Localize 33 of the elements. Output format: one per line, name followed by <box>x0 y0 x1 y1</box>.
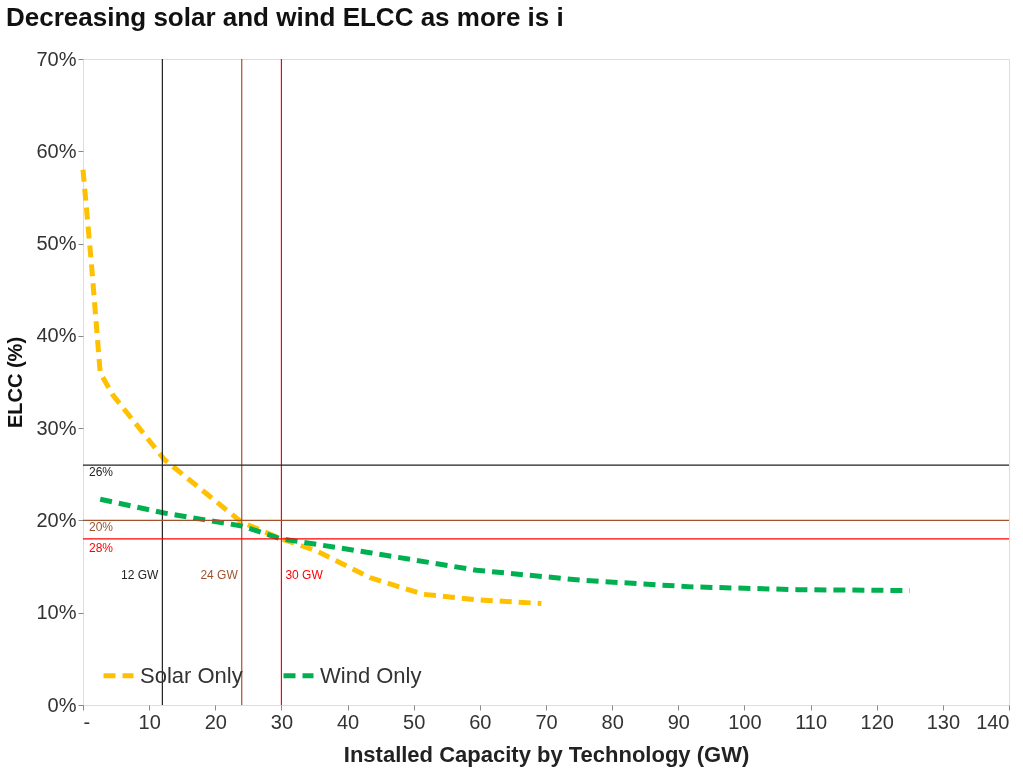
annotation: 28% <box>89 540 114 555</box>
x-tick-label: 110 <box>795 710 828 733</box>
y-axis-title: ELCC (%) <box>4 336 27 429</box>
y-tick-label: 0% <box>47 693 77 716</box>
x-tick-label: 90 <box>667 710 690 733</box>
y-tick-label: 50% <box>36 232 77 255</box>
x-tick-label: 70 <box>535 710 558 733</box>
x-tick-label: 80 <box>601 710 624 733</box>
x-tick-label: 140 <box>976 710 1010 733</box>
y-tick-label: 40% <box>36 324 77 347</box>
x-tick-label: 40 <box>336 710 360 733</box>
ref-line-label: 26% <box>89 465 114 480</box>
x-tick-label: 30 <box>270 710 294 733</box>
x-tick-label: - <box>83 710 91 733</box>
x-tick-label: 50 <box>403 710 426 733</box>
y-tick-label: 70% <box>36 47 77 70</box>
x-tick-label: 20 <box>204 710 227 733</box>
x-tick-label: 60 <box>469 710 492 733</box>
ref-line-label: 24 GW <box>200 568 239 582</box>
x-tick-label: 10 <box>138 710 161 733</box>
x-tick-label: 120 <box>860 710 894 733</box>
x-tick-label: 100 <box>728 710 762 733</box>
legend-label: Wind Only <box>320 662 422 688</box>
y-tick-label: 10% <box>36 601 77 624</box>
x-tick-label: 130 <box>926 710 961 733</box>
chart-title: Decreasing solar and wind ELCC as more is i <box>5 2 564 32</box>
ref-line-label: 12 GW <box>121 568 160 582</box>
ref-line-label: 30 GW <box>285 568 324 582</box>
y-tick-label: 30% <box>36 416 77 439</box>
ref-line-label: 20% <box>89 520 114 535</box>
y-tick-label: 60% <box>36 139 77 162</box>
y-tick-label: 20% <box>36 508 77 531</box>
x-axis-title: Installed Capacity by Technology (GW) <box>343 741 750 767</box>
